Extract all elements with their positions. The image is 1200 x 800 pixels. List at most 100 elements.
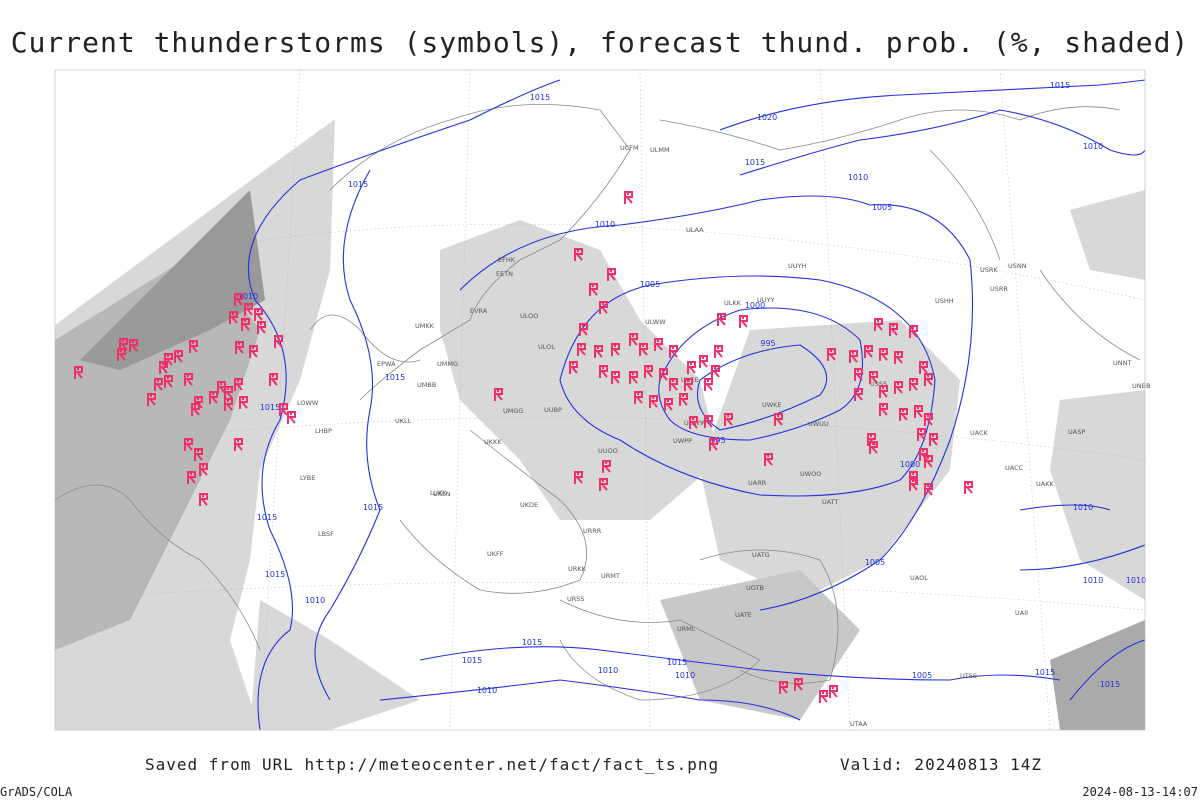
station-label: EPWA: [377, 360, 396, 368]
thunderstorm-symbol: [724, 413, 733, 426]
isobar-label: 1015: [530, 93, 550, 102]
isobar-label: 1015: [667, 658, 687, 667]
station-label: UAOL: [910, 574, 928, 582]
thunderstorm-symbol: [917, 428, 926, 441]
thunderstorm-symbol: [909, 478, 918, 491]
thunderstorm-symbol: [909, 378, 918, 391]
thunderstorm-symbol: [274, 335, 283, 348]
station-label: UTAA: [850, 720, 868, 728]
isobar-label: 1015: [1035, 668, 1055, 677]
thunderstorm-symbol: [924, 373, 933, 386]
thunderstorm-symbol: [599, 478, 608, 491]
thunderstorm-symbol: [234, 438, 243, 451]
thunderstorm-symbol: [594, 345, 603, 358]
timestamp: 2024-08-13-14:07: [1082, 785, 1198, 799]
thunderstorm-symbol: [224, 398, 233, 411]
thunderstorm-symbol: [869, 441, 878, 454]
thunderstorm-symbol: [704, 415, 713, 428]
thunderstorm-symbol: [964, 481, 973, 494]
thunderstorm-symbol: [279, 403, 288, 416]
station-label: UMGG: [503, 407, 523, 415]
thunderstorm-symbol: [244, 303, 253, 316]
station-label: UWOO: [800, 470, 821, 478]
thunderstorm-symbol: [589, 283, 598, 296]
isobar-label: 1010: [238, 292, 258, 301]
isobar-label: 1015: [260, 403, 280, 412]
station-label: UUYY: [757, 296, 774, 304]
thunderstorm-symbol: [287, 411, 296, 424]
thunderstorm-symbol: [229, 311, 238, 324]
station-label: UUYH: [788, 262, 806, 270]
isobar-label: 1010: [1083, 576, 1103, 585]
thunderstorm-symbol: [611, 371, 620, 384]
thunderstorm-symbol: [577, 343, 586, 356]
thunderstorm-symbol: [889, 323, 898, 336]
thunderstorm-symbol: [684, 378, 693, 391]
thunderstorm-symbol: [669, 378, 678, 391]
thunderstorm-symbol: [187, 471, 196, 484]
station-label: ULMM: [650, 146, 670, 154]
thunderstorm-symbol: [854, 368, 863, 381]
thunderstorm-symbol: [879, 385, 888, 398]
thunderstorm-symbol: [894, 351, 903, 364]
station-label: UNBB: [1132, 382, 1151, 390]
thunderstorm-symbol: [184, 438, 193, 451]
isobar-label: 995: [760, 339, 775, 348]
thunderstorm-symbol: [241, 318, 250, 331]
thunderstorm-symbol: [634, 391, 643, 404]
station-label: UWPP: [673, 437, 692, 445]
thunderstorm-symbol: [914, 405, 923, 418]
station-label: ULWW: [645, 318, 666, 326]
station-label: URRR: [583, 527, 602, 535]
station-label: URMT: [601, 572, 620, 580]
thunderstorm-symbol: [679, 393, 688, 406]
thunderstorm-symbol: [909, 325, 918, 338]
thunderstorm-symbol: [764, 453, 773, 466]
isobar-label: 1015: [462, 656, 482, 665]
thunderstorm-symbol: [189, 340, 198, 353]
thunderstorm-symbol: [624, 191, 633, 204]
station-label: ULOL: [538, 343, 555, 351]
station-label: UARR: [748, 479, 767, 487]
station-label: UATT: [822, 498, 839, 506]
isobar-label: 1005: [912, 671, 932, 680]
isobar-label: 1015: [385, 373, 405, 382]
station-label: UCFM: [620, 144, 639, 152]
thunderstorm-symbol: [739, 315, 748, 328]
valid-time: Valid: 20240813 14Z: [840, 755, 1042, 774]
isobar-label: 1010: [848, 173, 868, 182]
thunderstorm-symbol: [654, 338, 663, 351]
station-label: USRR: [990, 285, 1008, 293]
station-label: UUOO: [598, 447, 618, 455]
station-label: URKK: [568, 565, 587, 573]
thunderstorm-symbol: [644, 365, 653, 378]
station-label: USNN: [1008, 262, 1027, 270]
thunderstorm-symbol: [829, 685, 838, 698]
thunderstorm-symbol: [709, 438, 718, 451]
thunderstorm-symbol: [779, 681, 788, 694]
map-edge: [55, 70, 345, 322]
thunderstorm-symbol: [494, 388, 503, 401]
thunderstorm-symbol: [129, 339, 138, 352]
thunderstorm-symbol: [689, 416, 698, 429]
isobar-label: 1005: [640, 280, 660, 289]
isobar-label: 1005: [865, 558, 885, 567]
isobar-label: 1010: [675, 671, 695, 680]
isobar-label: 1020: [757, 113, 777, 122]
isobar-label: 1015: [363, 503, 383, 512]
thunderstorm-symbol: [629, 333, 638, 346]
station-label: ULOO: [520, 312, 538, 320]
thunderstorm-symbol: [574, 248, 583, 261]
thunderstorm-symbol: [599, 301, 608, 314]
station-label: UKLN: [433, 490, 451, 498]
isobar-label: 1010: [598, 666, 618, 675]
station-label: UMKK: [415, 322, 435, 330]
station-label: UTSS: [960, 672, 977, 680]
thunderstorm-symbol: [199, 463, 208, 476]
map-frame: [54, 69, 1146, 731]
thunderstorm-symbol: [717, 313, 726, 326]
thunderstorm-symbol: [599, 365, 608, 378]
station-label: EFHK: [498, 256, 516, 264]
thunderstorm-symbol: [209, 391, 218, 404]
station-label: UMMG: [437, 360, 458, 368]
